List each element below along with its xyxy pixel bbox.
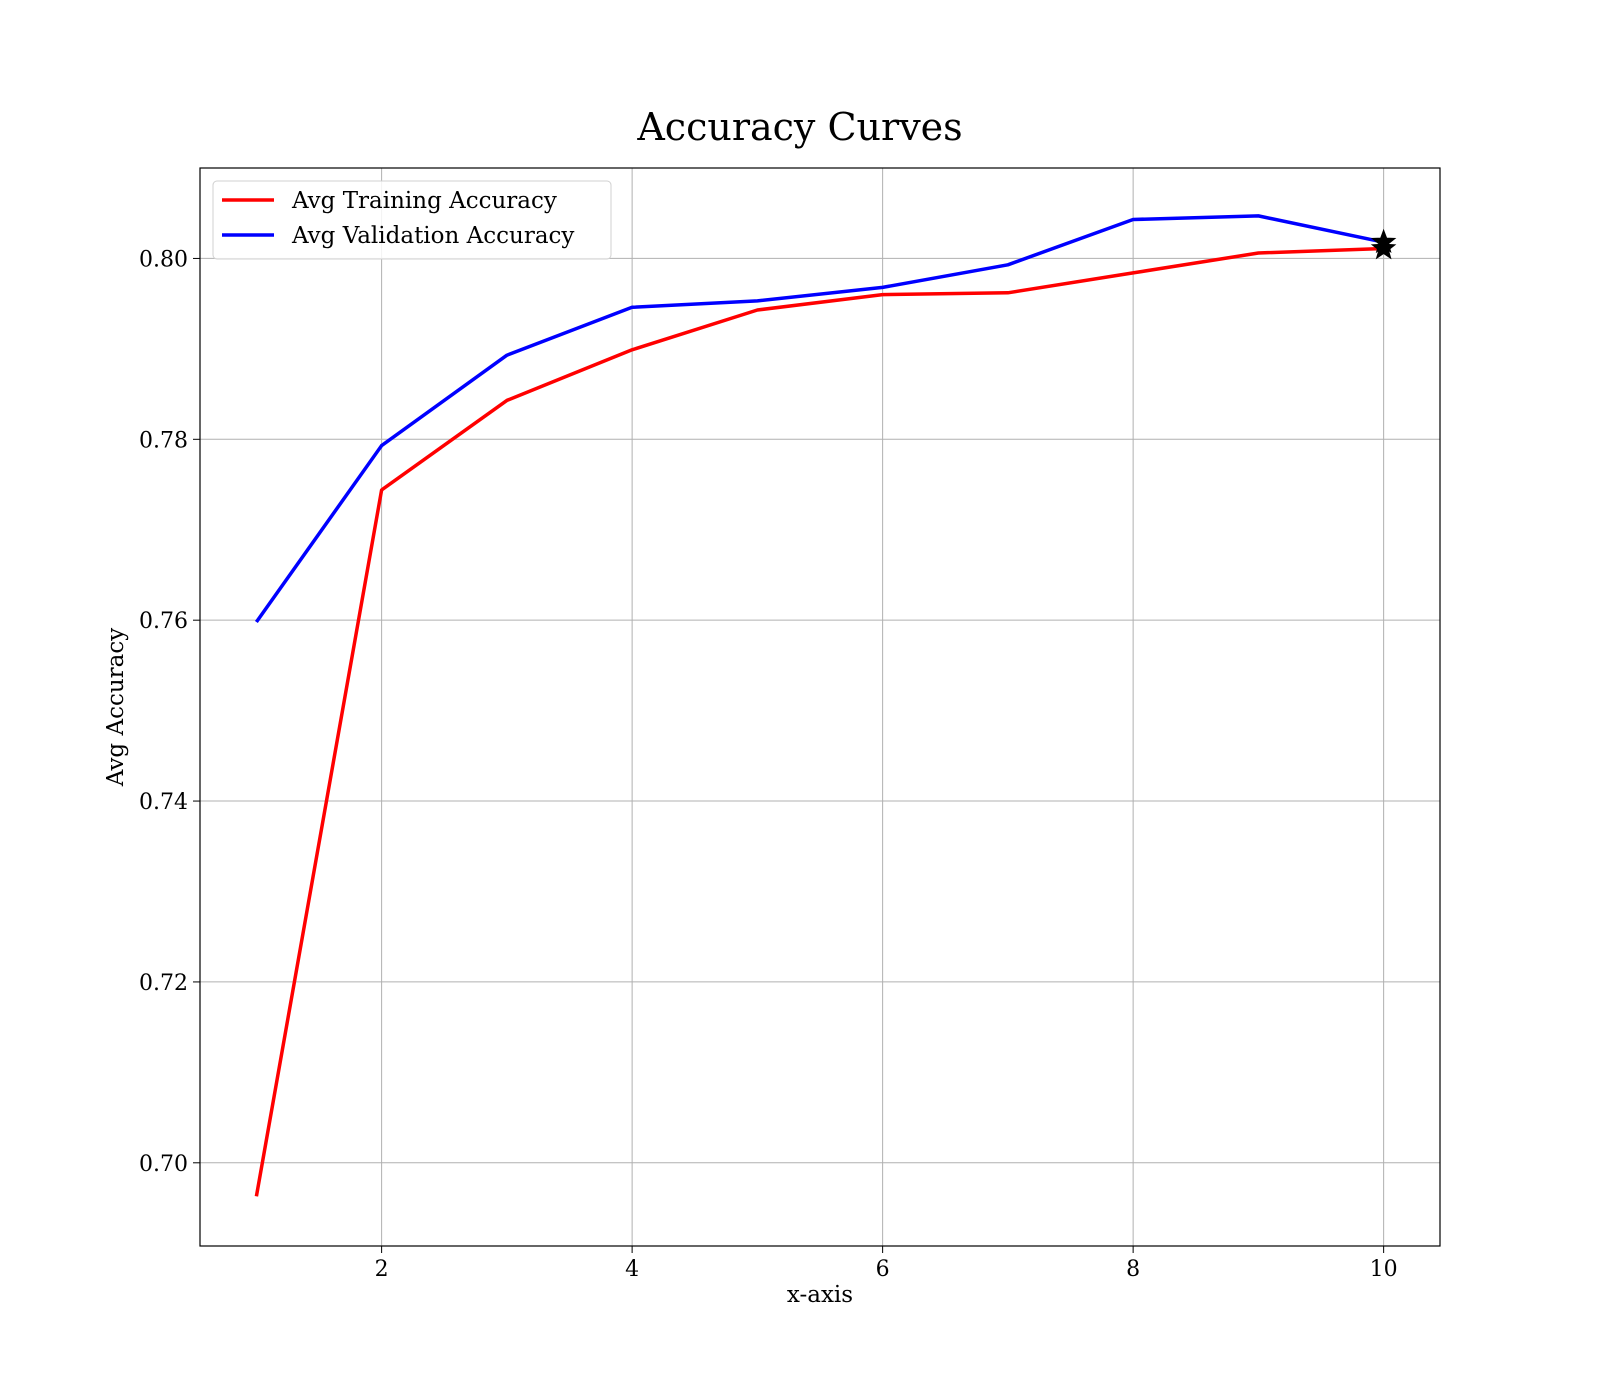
x-tick-label: 6: [876, 1257, 890, 1282]
legend-box: [212, 180, 612, 260]
validation-accuracy-line: [254, 214, 1384, 624]
plot-frame: [199, 167, 1441, 1247]
y-axis-title: Avg Accuracy: [103, 628, 129, 787]
legend-label-training: Avg Training Accuracy: [291, 188, 557, 214]
x-axis-title: x-axis: [787, 1282, 853, 1308]
x-tick-label: 8: [1126, 1257, 1140, 1282]
best-markers: [1370, 228, 1397, 260]
x-tick-label: 4: [625, 1257, 639, 1282]
y-tick-label: 0.80: [139, 247, 188, 272]
y-tick-label: 0.74: [139, 790, 188, 815]
y-tick-label: 0.72: [139, 971, 188, 996]
star-icon: [1370, 228, 1397, 254]
y-tick-label: 0.70: [139, 1152, 188, 1177]
y-tick-label: 0.76: [139, 609, 188, 634]
series-lines: [254, 214, 1384, 1197]
y-tick-label: 0.78: [139, 428, 188, 453]
x-tick-label: 10: [1370, 1257, 1398, 1282]
legend: Avg Training Accuracy Avg Validation Acc…: [212, 180, 612, 260]
chart-title: Accuracy Curves: [636, 105, 962, 149]
axis-ticks: 2 4 6 8 10 0.70 0.72 0.74 0.76 0.78 0.80: [139, 247, 1398, 1282]
training-accuracy-line: [254, 246, 1384, 1197]
x-tick-label: 2: [375, 1257, 389, 1282]
legend-label-validation: Avg Validation Accuracy: [291, 223, 574, 249]
